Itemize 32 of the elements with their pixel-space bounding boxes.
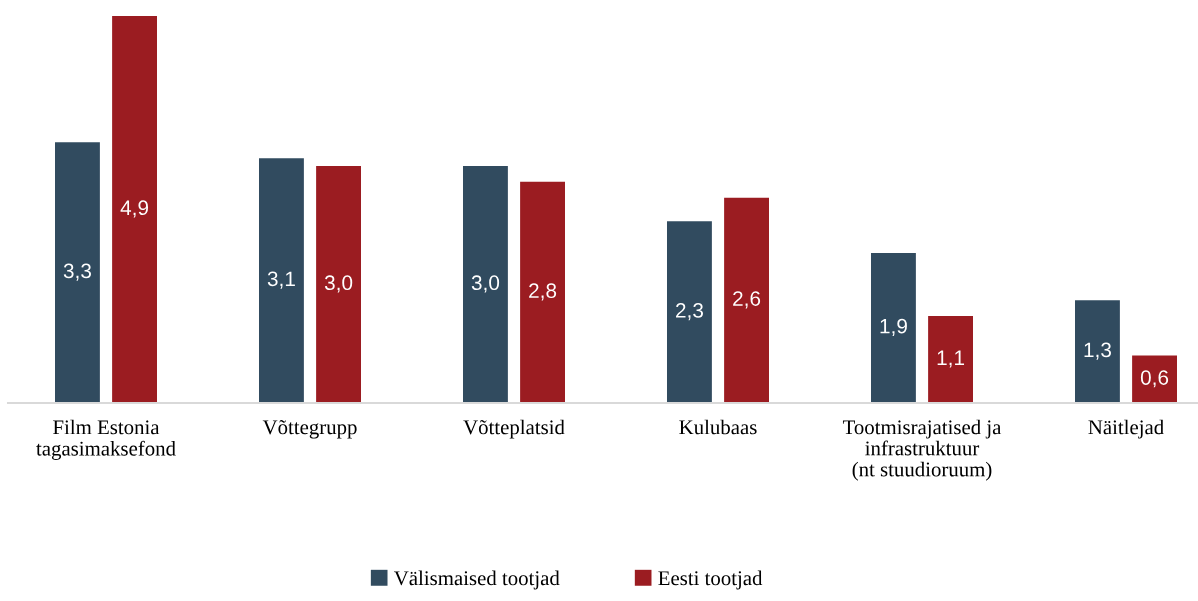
data-label: 1,9 [880,318,907,337]
data-label: 3,0 [324,275,353,293]
data-label: 3,1 [267,271,295,289]
x-tick-label: Film Estonia tagasimaksefond [36,419,176,460]
bar [316,166,361,403]
bar [520,181,565,403]
bar [55,142,100,403]
data-label: 2,6 [733,291,761,309]
bar [1132,355,1177,403]
legend-label: Eesti tootjad [658,570,763,590]
data-label: 2,8 [529,283,557,301]
data-label: 4,9 [120,200,149,218]
data-label: 3,0 [471,275,500,293]
x-tick-label: Võtteplatsid [463,419,565,439]
bar [667,221,712,403]
data-label: 2,3 [676,303,704,321]
bar [871,252,916,403]
legend-label: Välismaised tootjad [393,570,560,590]
bar [724,197,769,403]
x-tick-label: Näitlejad [1088,419,1164,439]
x-tick-label: Kulubaas [679,419,757,435]
data-label: 3,3 [63,263,92,281]
bar [259,158,304,403]
data-label: 0,6 [1140,370,1169,388]
bar [1075,300,1120,403]
bar [112,16,157,403]
data-label: 1,1 [937,350,965,368]
x-tick-label: Võttegrupp [262,420,357,439]
x-tick-label: Tootmisrajatised ja infrastruktuur (nt stuudioruum) [842,419,1002,481]
bar [928,316,973,403]
bar [463,166,508,403]
data-label: 1,3 [1084,342,1112,360]
